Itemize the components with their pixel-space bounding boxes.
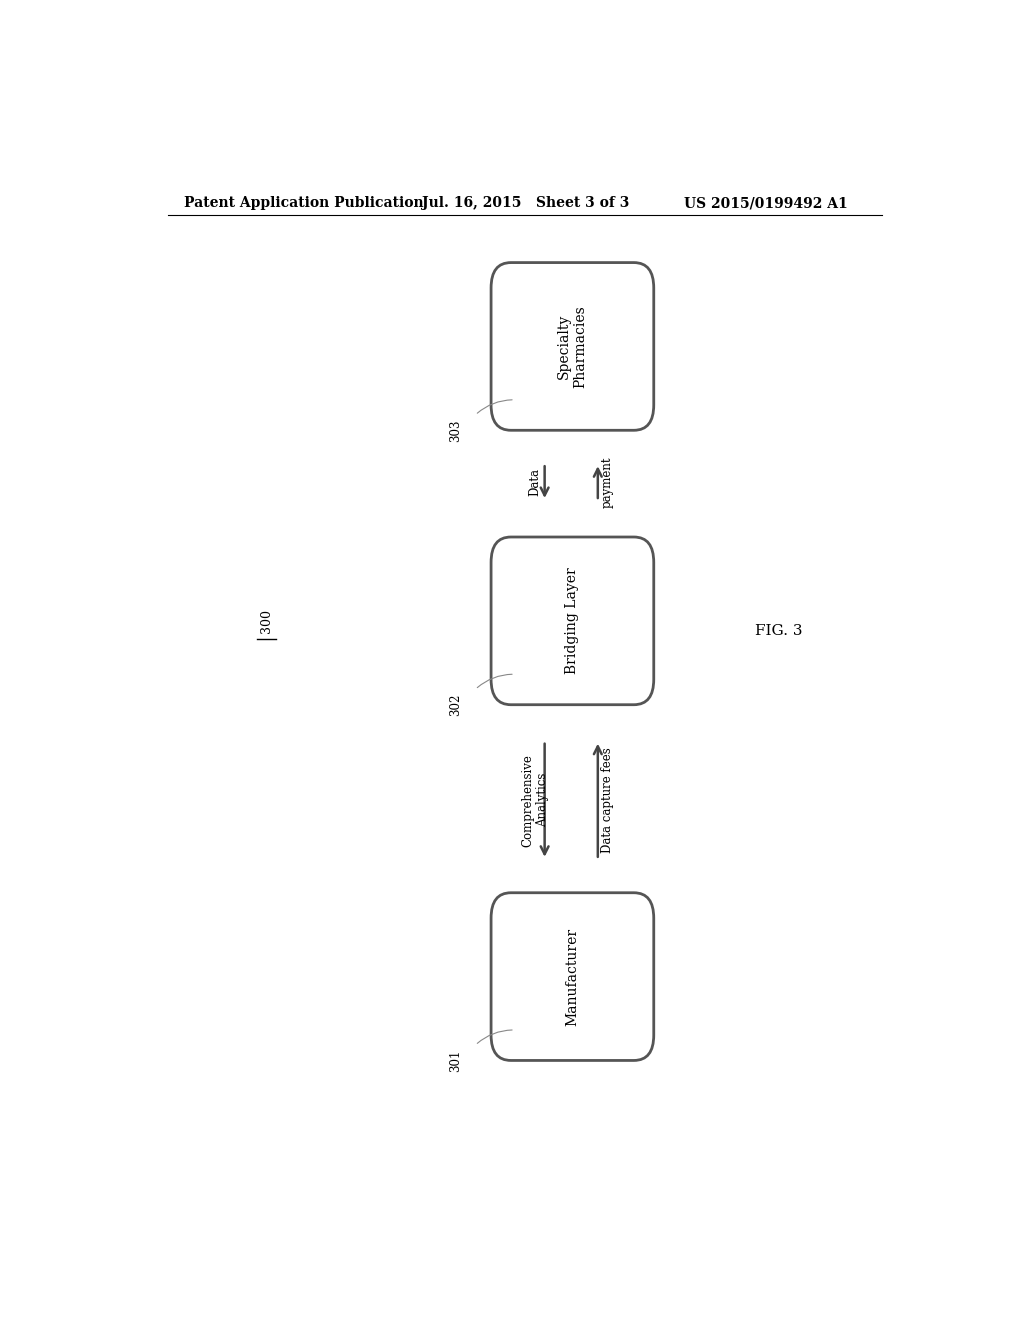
Text: Specialty
Pharmacies: Specialty Pharmacies — [557, 305, 588, 388]
Text: Patent Application Publication: Patent Application Publication — [183, 197, 423, 210]
FancyBboxPatch shape — [492, 263, 653, 430]
Text: Data capture fees: Data capture fees — [601, 747, 613, 853]
FancyBboxPatch shape — [492, 537, 653, 705]
Text: Comprehensive
Analytics: Comprehensive Analytics — [521, 754, 549, 846]
FancyBboxPatch shape — [492, 892, 653, 1060]
Text: FIG. 3: FIG. 3 — [755, 624, 803, 638]
Text: 302: 302 — [449, 693, 462, 715]
Text: Bridging Layer: Bridging Layer — [565, 568, 580, 675]
Text: Data: Data — [528, 469, 542, 496]
Text: 303: 303 — [449, 418, 462, 441]
Text: 300: 300 — [260, 609, 273, 632]
Text: US 2015/0199492 A1: US 2015/0199492 A1 — [684, 197, 847, 210]
Text: payment: payment — [601, 457, 613, 508]
Text: Jul. 16, 2015   Sheet 3 of 3: Jul. 16, 2015 Sheet 3 of 3 — [422, 197, 629, 210]
Text: 301: 301 — [449, 1049, 462, 1072]
Text: Manufacturer: Manufacturer — [565, 928, 580, 1026]
